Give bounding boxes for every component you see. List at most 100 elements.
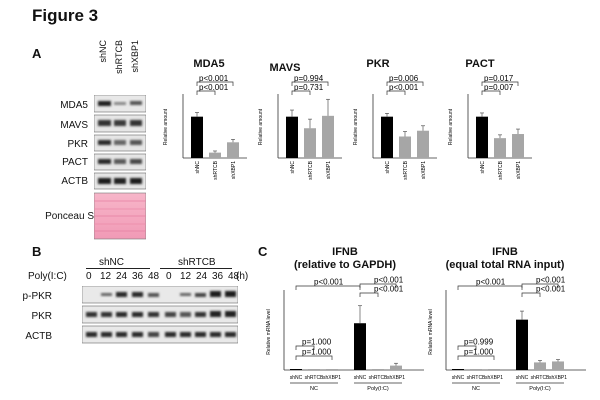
significance-bracket	[359, 283, 397, 288]
bar	[209, 152, 221, 158]
p-value-label: p<0.001	[536, 285, 566, 294]
blot-strip-mavs	[94, 114, 146, 133]
bar	[290, 369, 302, 370]
bar	[372, 369, 384, 370]
significance-bracket	[386, 90, 406, 95]
lane-label-shrtcb: shRTCB	[114, 40, 124, 74]
chart-title-mda5: MDA5	[193, 58, 225, 70]
category-label: shNC	[195, 161, 201, 174]
bar	[390, 365, 402, 370]
significance-bracket	[521, 283, 559, 288]
bar	[286, 116, 298, 158]
chart-title-mavs: MAVS	[269, 62, 301, 74]
group-label: NC	[472, 386, 480, 392]
time-unit-label: (h)	[236, 271, 249, 282]
blot-label-pact: PACT	[62, 157, 88, 168]
panel-b-letter: B	[32, 244, 42, 259]
category-label: shXBP1	[387, 375, 405, 381]
significance-bracket	[291, 90, 311, 95]
blot-label-mda5: MDA5	[60, 100, 88, 111]
category-label: shRTCB	[498, 160, 504, 179]
category-label: shRTCB	[467, 375, 486, 381]
p-value-label: p<0.001	[536, 276, 566, 285]
bar	[534, 362, 546, 370]
blot-label-actb-b: ACTB	[25, 331, 52, 342]
group-label: Poly(I:C)	[367, 386, 389, 392]
category-label: shRTCB	[403, 160, 409, 179]
category-label: shXBP1	[421, 161, 427, 179]
bar	[552, 361, 564, 370]
blot-strip-pkr	[94, 134, 146, 152]
blot-strip-mda5	[94, 95, 146, 113]
bar	[470, 369, 482, 370]
significance-bracket	[291, 81, 329, 86]
bar	[381, 116, 393, 158]
category-label: shRTCB	[305, 375, 324, 381]
chart-title-ifnb-equal: IFNB	[492, 246, 518, 258]
significance-bracket	[295, 345, 315, 350]
p-value-label: p<0.001	[314, 278, 344, 287]
y-axis-label: Relative amount	[448, 108, 454, 145]
group-line-shnc	[86, 268, 150, 269]
bar	[399, 136, 411, 158]
p-value-label: p=0.994	[294, 74, 324, 83]
blot-strip-actb	[94, 172, 146, 190]
y-axis-label: Relative amount	[353, 108, 359, 145]
p-value-label: p<0.001	[476, 278, 506, 287]
bar	[304, 128, 316, 158]
bar-chart-mda5: Relative amount shNC shRTCB shXBP1 p<0.001p<…	[163, 74, 247, 180]
p-value-label: p=1.000	[302, 338, 332, 347]
western-blot-panel-a	[94, 95, 146, 240]
y-axis-label: Relative amount	[163, 108, 169, 145]
category-label: shXBP1	[485, 375, 503, 381]
category-label: shNC	[516, 375, 529, 381]
category-label: shXBP1	[549, 375, 567, 381]
bar	[512, 134, 524, 158]
bar	[494, 138, 506, 158]
bar	[417, 130, 429, 158]
group-label-shrtcb: shRTCB	[178, 257, 216, 268]
category-label: shXBP1	[231, 161, 237, 179]
p-value-label: p<0.001	[374, 285, 404, 294]
bar	[322, 115, 334, 158]
p-value-label: p<0.001	[199, 74, 229, 83]
timepoint-label: 12	[100, 271, 112, 282]
chart-title-pact: PACT	[465, 58, 495, 70]
lane-label-shxbp1: shXBP1	[130, 40, 140, 73]
p-value-label: p=0.999	[464, 338, 494, 347]
blot-strip-pact	[94, 153, 146, 171]
bar	[452, 369, 464, 370]
timepoint-label: 48	[228, 271, 240, 282]
blot-label-mavs: MAVS	[60, 120, 88, 131]
lane-label-shnc: shNC	[98, 40, 108, 63]
bar	[326, 369, 338, 370]
significance-bracket	[481, 81, 519, 86]
p-value-label: p=0.731	[294, 83, 324, 92]
bar	[354, 323, 366, 370]
category-label: shXBP1	[516, 161, 522, 179]
bar	[516, 319, 528, 370]
chart-subtitle-ifnb-gapdh: (relative to GAPDH)	[293, 259, 397, 271]
panel-c-letter: C	[258, 244, 268, 259]
category-label: shRTCB	[369, 375, 388, 381]
bar	[476, 116, 488, 158]
timepoint-label: 0	[166, 271, 172, 282]
bar-chart-pkr: Relative amount shNC shRTCB shXBP1 p=0.006p<…	[353, 74, 437, 180]
blot-strip-pkr-b	[82, 305, 238, 324]
timepoint-label: 36	[132, 271, 144, 282]
timepoint-label: 24	[196, 271, 208, 282]
chart-title-ifnb-gapdh: IFNB	[332, 246, 358, 258]
ponceau-stain	[94, 192, 146, 240]
y-axis-label: Relative mRNA level	[428, 309, 434, 355]
western-blot-panel-b	[82, 286, 238, 344]
bar-chart-pact: Relative amount shNC shRTCB shXBP1 p=0.017p=…	[448, 74, 532, 180]
bar	[191, 116, 203, 158]
significance-bracket	[196, 81, 234, 86]
category-label: shNC	[354, 375, 367, 381]
p-value-label: p<0.001	[199, 83, 229, 92]
timepoint-label: 0	[86, 271, 92, 282]
panel-a-letter: A	[32, 46, 42, 61]
blot-strip-actb-b	[82, 325, 238, 344]
category-label: shRTCB	[308, 160, 314, 179]
